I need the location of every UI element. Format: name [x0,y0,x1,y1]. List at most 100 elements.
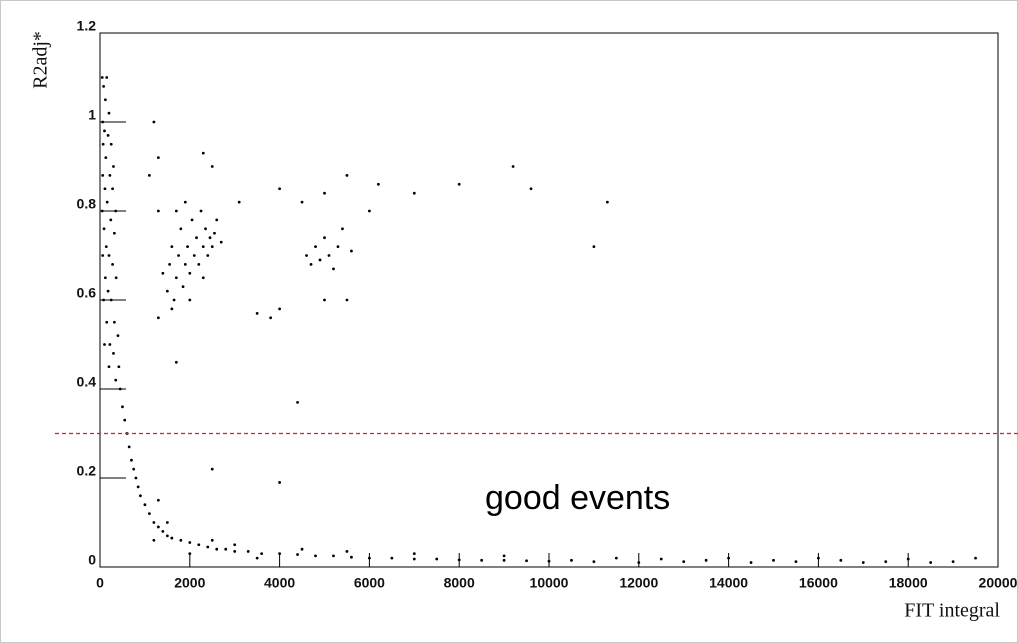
point [906,557,910,561]
point [152,521,156,524]
point [345,174,349,177]
point [327,254,331,257]
point [101,142,105,146]
point [278,552,281,556]
point [181,285,185,289]
point [332,554,335,558]
point [296,400,299,404]
point [107,111,111,115]
point [108,174,112,177]
point [884,560,888,564]
point [109,298,113,302]
point [147,512,151,515]
point [103,129,106,133]
point [318,258,322,262]
point [177,254,180,257]
point [233,550,237,553]
point [112,352,115,355]
point [100,209,104,213]
point [103,187,107,191]
point [105,320,109,324]
point [246,550,250,553]
x-tick-label: 20000 [979,575,1018,591]
point [412,557,416,561]
point [210,165,214,168]
point [525,559,528,563]
point [350,555,353,559]
y-tick-label: 0 [88,552,96,568]
point [570,558,573,562]
point [336,245,340,249]
y-tick-label: 1.2 [77,18,97,34]
point [105,200,109,204]
point [237,200,241,204]
point [592,560,596,564]
point [111,263,114,266]
point [156,209,160,213]
point [165,534,169,538]
point [156,525,160,529]
point [147,174,151,177]
point [314,245,317,249]
point [102,227,106,231]
point [502,554,506,558]
point [170,307,174,311]
point [103,276,107,280]
point [323,191,326,195]
point [195,236,198,240]
y-tick-label: 0.4 [77,374,97,390]
plot-frame [99,32,999,568]
point [156,156,160,160]
point [341,227,344,231]
point [112,320,116,324]
point [233,543,237,547]
point [179,538,183,542]
point [201,276,205,280]
point [136,485,140,489]
point [186,245,189,249]
x-tick-label: 12000 [619,575,658,591]
point [547,559,551,563]
y-tick-label: 0.6 [77,285,97,301]
annotation: good events [485,479,670,517]
point [109,142,113,146]
point [143,503,147,507]
point [190,218,194,222]
point [174,276,178,280]
point [210,467,214,471]
point [839,558,843,562]
point [502,558,506,562]
point [224,547,228,551]
point [100,76,104,79]
x-axis-label: FIT integral [904,600,1000,622]
point [368,209,371,213]
point [114,276,118,280]
point [390,556,394,560]
y-axis-label: R2adj* [30,31,52,89]
point [305,254,308,257]
x-tick-label: 18000 [889,575,928,591]
point [114,378,118,382]
point [161,271,165,275]
point [435,557,439,561]
point [118,387,122,391]
point [165,521,169,524]
point [206,254,210,257]
point [296,553,299,556]
point [278,187,281,191]
point [749,561,753,564]
point [130,458,133,462]
point [412,191,416,195]
point [300,547,304,551]
point [345,298,349,302]
point [105,76,109,79]
point [480,558,484,562]
point [614,556,618,560]
point [727,556,730,560]
point [659,557,663,561]
point [156,498,160,502]
point [210,538,214,542]
point [102,298,105,302]
point [208,236,212,240]
point [183,200,187,204]
